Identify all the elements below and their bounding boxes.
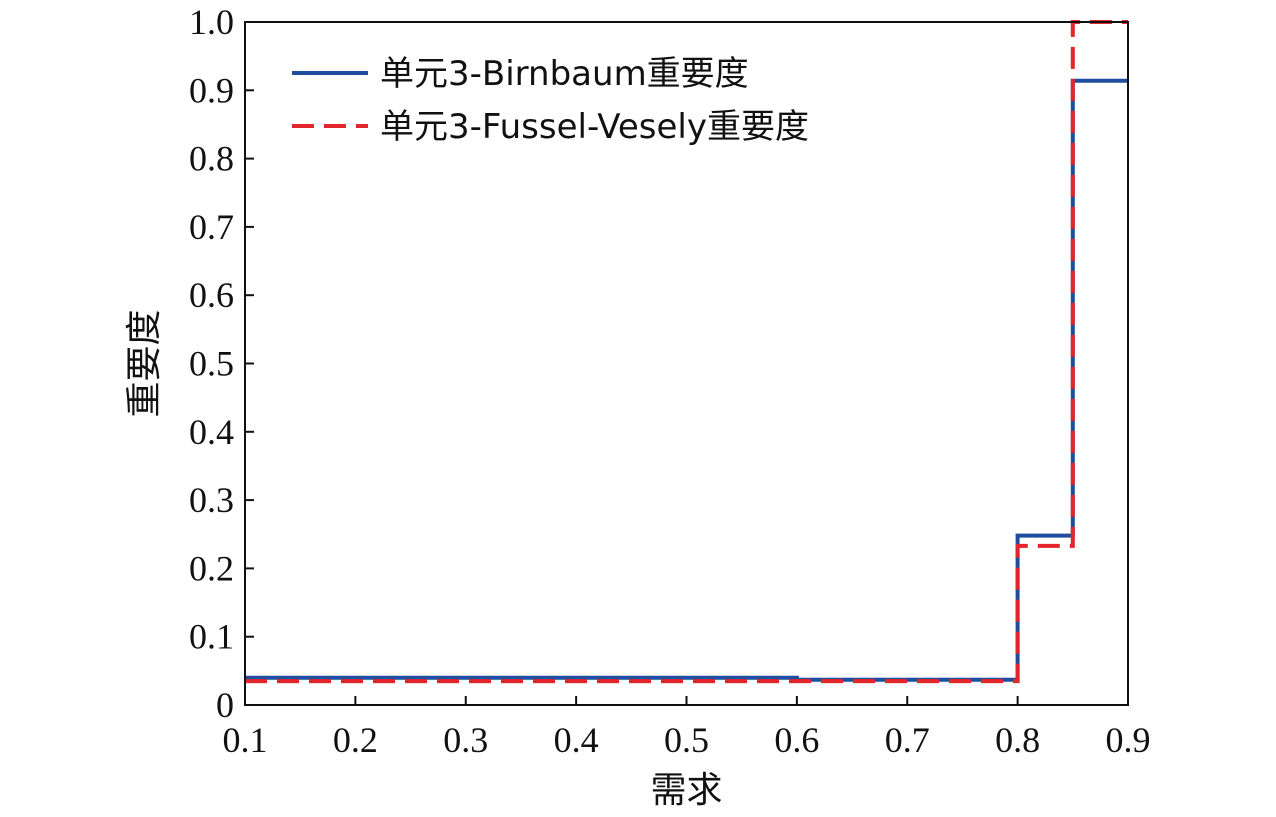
series-line-2 bbox=[245, 20, 1128, 684]
series-line-1 bbox=[245, 78, 1128, 682]
y-tick-label: 0.4 bbox=[189, 412, 234, 452]
x-tick-label: 0.3 bbox=[443, 720, 488, 760]
x-tick-label: 0.4 bbox=[554, 720, 599, 760]
y-tick-label: 0.6 bbox=[189, 275, 234, 315]
x-tick-label: 0.7 bbox=[885, 720, 930, 760]
y-axis-title: 重要度 bbox=[124, 309, 165, 417]
y-tick-label: 0.8 bbox=[189, 139, 234, 179]
x-tick-label: 0.9 bbox=[1106, 720, 1151, 760]
y-tick-label: 0.3 bbox=[189, 480, 234, 520]
y-tick-label: 0.1 bbox=[189, 617, 234, 657]
legend-label-1: 单元3-Birnbaum重要度 bbox=[380, 54, 749, 94]
y-tick-label: 0.7 bbox=[189, 207, 234, 247]
x-tick-label: 0.8 bbox=[995, 720, 1040, 760]
x-tick-label: 0.5 bbox=[664, 720, 709, 760]
x-tick-label: 0.6 bbox=[774, 720, 819, 760]
y-tick-label: 0.2 bbox=[189, 548, 234, 588]
y-tick-label: 0.5 bbox=[189, 344, 234, 384]
x-axis-title: 需求 bbox=[650, 770, 722, 811]
x-tick-label: 0.1 bbox=[223, 720, 268, 760]
plot-area bbox=[245, 20, 1128, 684]
y-tick-label: 0.9 bbox=[189, 70, 234, 110]
legend-label-2: 单元3-Fussel-Vesely重要度 bbox=[380, 107, 809, 147]
y-tick-label: 0 bbox=[216, 685, 234, 725]
axis-ticks: 0.1 0.2 0.3 0.4 0.5 0.6 0.7 0.8 0.900.10.20.30.4… bbox=[189, 2, 1151, 760]
x-tick-label: 0.2 bbox=[333, 720, 378, 760]
y-tick-label: 1.0 bbox=[189, 2, 234, 42]
